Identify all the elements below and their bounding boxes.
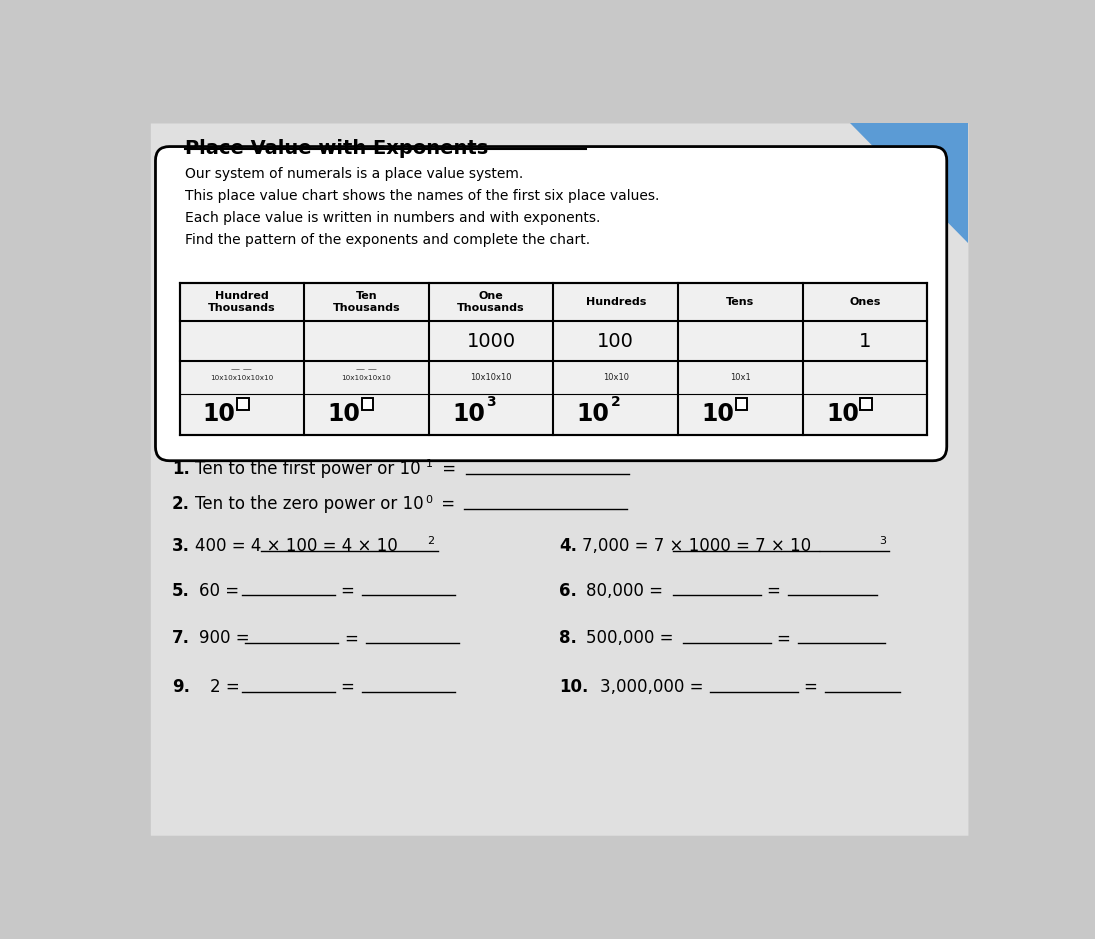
- Text: 0: 0: [425, 495, 433, 504]
- Text: 8.: 8.: [560, 629, 577, 647]
- Bar: [861, 398, 872, 409]
- Text: Our system of numerals is a place value system.: Our system of numerals is a place value …: [185, 167, 523, 181]
- Text: 10: 10: [701, 402, 735, 426]
- Text: Tens: Tens: [726, 297, 754, 307]
- Text: Place Value with Exponents: Place Value with Exponents: [185, 139, 488, 158]
- Text: 1000: 1000: [466, 331, 516, 351]
- Text: =: =: [344, 629, 358, 647]
- Bar: [238, 398, 249, 409]
- Text: 2 =: 2 =: [210, 678, 240, 696]
- Text: 2: 2: [611, 394, 621, 408]
- Text: 5.: 5.: [172, 581, 189, 600]
- Text: Ten
Thousands: Ten Thousands: [333, 291, 401, 314]
- Text: 10: 10: [577, 402, 610, 426]
- Text: 100: 100: [598, 331, 634, 351]
- Text: =: =: [437, 460, 461, 478]
- Bar: [736, 398, 748, 409]
- Text: =: =: [804, 678, 817, 696]
- Text: This place value chart shows the names of the first six place values.: This place value chart shows the names o…: [185, 190, 659, 204]
- Text: 10: 10: [203, 402, 235, 426]
- Text: =: =: [776, 629, 791, 647]
- Text: =: =: [339, 581, 354, 600]
- Text: Ones: Ones: [850, 297, 880, 307]
- Text: Find the pattern of the exponents and complete the chart.: Find the pattern of the exponents and co…: [185, 233, 590, 247]
- Text: 10: 10: [327, 402, 360, 426]
- Text: 3,000,000 =: 3,000,000 =: [600, 678, 704, 696]
- FancyBboxPatch shape: [155, 146, 947, 461]
- Text: 1.: 1.: [172, 460, 189, 478]
- Text: 900 =: 900 =: [199, 629, 250, 647]
- Text: Ten to the first power or 10: Ten to the first power or 10: [195, 460, 420, 478]
- Bar: [361, 398, 373, 409]
- Text: 10x10x10x10x10: 10x10x10x10x10: [210, 376, 274, 381]
- FancyBboxPatch shape: [151, 123, 968, 836]
- Text: 1: 1: [858, 331, 872, 351]
- Text: 1: 1: [426, 459, 433, 470]
- Text: — —: — —: [356, 365, 377, 375]
- Text: 7.: 7.: [172, 629, 189, 647]
- Text: 2.: 2.: [172, 496, 189, 514]
- Text: Hundred
Thousands: Hundred Thousands: [208, 291, 276, 314]
- Text: 60 =: 60 =: [199, 581, 239, 600]
- Bar: [180, 283, 927, 435]
- Text: 400 = 4 × 100 = 4 × 10: 400 = 4 × 100 = 4 × 10: [195, 537, 397, 555]
- Text: =: =: [766, 581, 780, 600]
- Text: Each place value is written in numbers and with exponents.: Each place value is written in numbers a…: [185, 211, 600, 225]
- Text: 10x10: 10x10: [602, 373, 629, 382]
- Text: Ten to the zero power or 10: Ten to the zero power or 10: [195, 496, 424, 514]
- Text: 500,000 =: 500,000 =: [587, 629, 673, 647]
- Text: 4.: 4.: [560, 537, 577, 555]
- Text: 10x10x10: 10x10x10: [471, 373, 511, 382]
- Text: 2: 2: [427, 536, 434, 546]
- Text: =: =: [339, 678, 354, 696]
- Text: 3.: 3.: [172, 537, 189, 555]
- Text: 6.: 6.: [560, 581, 577, 600]
- Text: 10x10x10x10: 10x10x10x10: [342, 376, 391, 381]
- Text: 10: 10: [826, 402, 858, 426]
- Text: =: =: [436, 496, 460, 514]
- Text: 10: 10: [452, 402, 485, 426]
- Text: 10.: 10.: [560, 678, 589, 696]
- Text: 3: 3: [879, 536, 886, 546]
- Text: 9.: 9.: [172, 678, 189, 696]
- Text: One
Thousands: One Thousands: [458, 291, 525, 314]
- Text: 80,000 =: 80,000 =: [587, 581, 664, 600]
- Text: 7,000 = 7 × 1000 = 7 × 10: 7,000 = 7 × 1000 = 7 × 10: [583, 537, 811, 555]
- Polygon shape: [850, 123, 968, 243]
- Text: Hundreds: Hundreds: [586, 297, 646, 307]
- Text: — —: — —: [231, 365, 252, 375]
- Text: 10x1: 10x1: [730, 373, 751, 382]
- Text: 3: 3: [486, 394, 496, 408]
